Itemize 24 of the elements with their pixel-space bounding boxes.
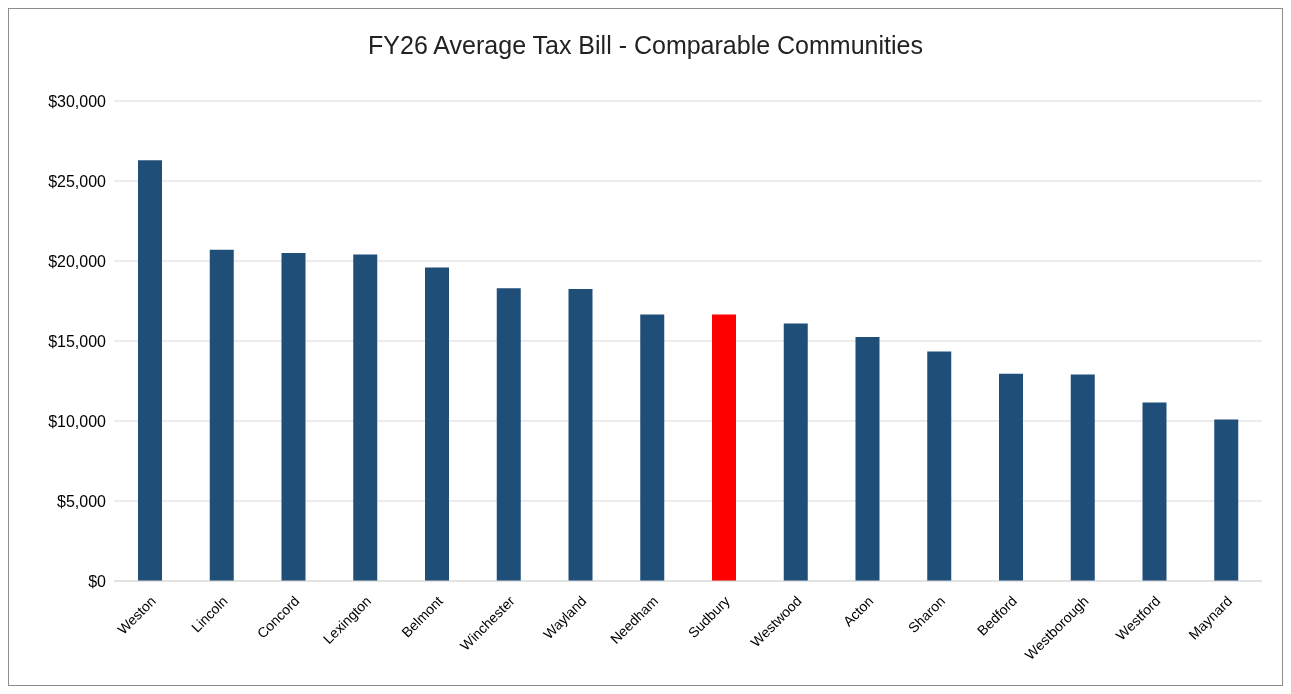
- bar: [353, 254, 378, 581]
- y-tick-label: $10,000: [48, 412, 107, 430]
- bar: [999, 373, 1023, 581]
- y-tick-label: $5,000: [57, 492, 107, 510]
- bar: [1142, 402, 1167, 581]
- bar: [209, 249, 234, 581]
- bar: [927, 351, 952, 581]
- y-tick-label: $20,000: [48, 252, 107, 270]
- chart-title: FY26 Average Tax Bill - Comparable Communities: [367, 31, 924, 60]
- bar: [496, 288, 521, 581]
- y-tick-label: $30,000: [48, 92, 107, 110]
- y-tick-label: $15,000: [48, 332, 107, 350]
- y-tick-label: $0: [88, 572, 107, 590]
- bar: [1214, 419, 1239, 581]
- bar: [281, 253, 306, 581]
- bar: [138, 160, 162, 581]
- bar: [712, 314, 736, 581]
- bar: [568, 289, 593, 581]
- bar: [783, 323, 808, 581]
- y-tick-label: $25,000: [48, 172, 107, 190]
- bar: [1070, 374, 1095, 581]
- bar: [640, 314, 665, 581]
- bar: [855, 337, 880, 581]
- bar: [425, 267, 449, 581]
